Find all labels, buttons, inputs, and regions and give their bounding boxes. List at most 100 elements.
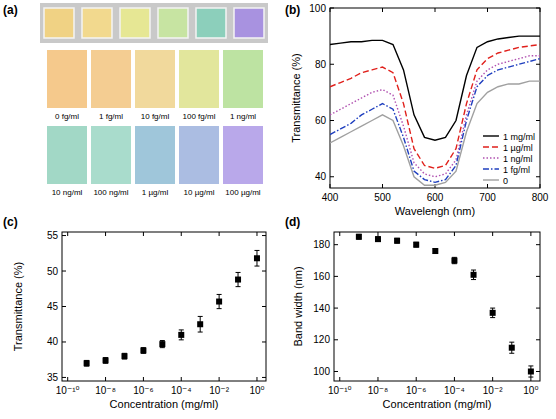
y-tick-label: 120 [313,334,330,345]
x-tick-label: 10⁻⁴ [171,385,192,396]
plot-frame [334,232,540,381]
error-bar [217,294,222,308]
error-bar-cap [254,250,259,251]
x-tick [181,377,182,381]
y-tick [536,8,540,9]
legend-label: 0 [503,176,508,186]
y-tick [536,276,540,277]
swatch-label: 10 ng/ml [52,188,83,197]
x-tick [540,184,541,188]
point [159,341,165,347]
x-tick-label: 500 [374,192,391,203]
point [528,368,534,374]
x-tick-label: 10⁻¹⁰ [56,385,80,396]
x-tick [219,377,220,381]
error-bar [528,366,533,377]
plot-frame [330,8,540,188]
error-bar-cap [490,308,495,309]
error-bar-cap [490,317,495,318]
x-tick-label: 10⁻² [483,385,503,396]
point [490,310,496,316]
swatch-label: 1 fg/ml [99,112,123,121]
error-bar-cap [471,270,476,271]
point [197,321,203,327]
plot-marks [84,250,260,366]
legend-line [483,146,499,147]
error-bar-cap [528,365,533,366]
slide [196,8,226,38]
x-tick [416,232,417,236]
point [509,345,515,351]
x-tick [67,377,68,381]
slide [82,8,112,38]
swatch [47,126,87,184]
swatch-label: 10 fg/ml [141,112,170,121]
point [121,353,127,359]
x-tick [105,377,106,381]
y-tick [62,235,66,236]
error-bar [141,348,146,354]
legend-line [483,179,499,180]
point [84,360,90,366]
x-tick [416,377,417,381]
x-tick [67,232,68,236]
x-tick [339,232,340,236]
x-tick-label: 10⁻⁸ [95,385,116,396]
y-tick [262,341,266,342]
error-bar [471,270,476,280]
x-tick-label: 10⁻² [209,385,229,396]
slide [234,8,264,38]
error-bar-cap [179,329,184,330]
error-bar-cap [160,340,165,341]
error-bar-cap [471,279,476,280]
point [375,236,381,242]
x-tick-label: 600 [427,192,444,203]
swatch [223,50,263,108]
x-tick [330,184,331,188]
y-tick [330,120,334,121]
x-tick [530,232,531,236]
point [471,272,477,278]
error-bar-cap [217,308,222,309]
y-tick [334,339,338,340]
y-axis-title: Transmittance (%) [12,262,24,351]
y-tick [334,244,338,245]
x-tick [454,232,455,236]
point [178,332,184,338]
x-tick [382,184,383,188]
point [216,299,222,305]
series-line [330,59,540,183]
error-bar [236,272,241,286]
y-tick-label: 100 [313,366,330,377]
y-tick-label: 45 [47,301,59,312]
x-tick [435,8,436,12]
point [356,234,362,240]
x-tick [540,8,541,12]
plot-frame [62,232,266,381]
error-bar [356,234,361,239]
x-tick-label: 700 [479,192,496,203]
x-tick-label: 10⁻⁶ [406,385,427,396]
y-tick-label: 80 [315,59,327,70]
y-tick [536,244,540,245]
y-tick-label: 50 [47,266,59,277]
y-tick [536,308,540,309]
error-bar-cap [236,272,241,273]
y-tick [536,120,540,121]
x-tick [181,232,182,236]
x-tick-label: 400 [322,192,339,203]
swatch-label: 0 fg/ml [55,112,79,121]
x-tick [454,377,455,381]
x-tick [382,8,383,12]
y-tick-label: 180 [313,239,330,250]
point [254,255,260,261]
series-line [330,81,540,185]
y-tick [262,235,266,236]
error-bar [84,360,89,366]
legend-line [483,168,499,169]
y-tick [262,271,266,272]
y-axis-title: Transmittance (%) [290,53,302,142]
x-axis-title: Concentration (mg/ml) [383,398,492,410]
error-bar-cap [528,377,533,378]
y-tick-label: 35 [47,372,59,383]
